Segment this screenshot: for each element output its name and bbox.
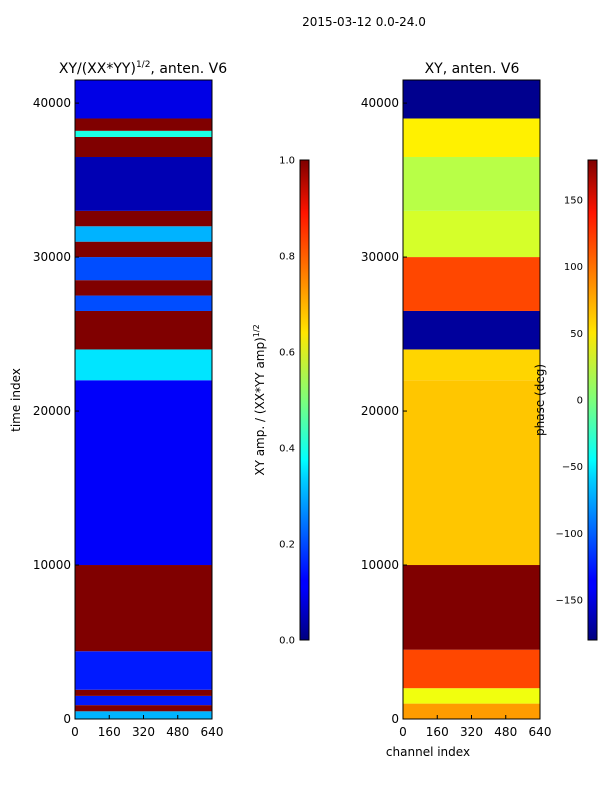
phase-colorbar-tick-label: −150 [556,596,583,607]
phase-x-axis: 0 160 320 480 640 [399,715,551,739]
amplitude-band [75,380,212,566]
phase-band [403,257,540,311]
amplitude-band [75,210,212,227]
amplitude-colorbar-label-exponent: 1/2 [252,324,261,337]
amplitude-band [75,349,212,381]
phase-y-tick-label: 30000 [361,250,399,264]
phase-colorbar-tick-label: −100 [556,529,583,540]
amplitude-title-main: XY/(XX*YY) [59,61,136,77]
phase-band [403,310,540,350]
phase-x-tick-label: 160 [426,725,449,739]
amplitude-title-antenna: , anten. V6 [150,61,227,77]
phase-band [403,80,540,119]
phase-band [403,210,540,258]
phase-colorbar-tick-label: 100 [564,262,583,273]
amplitude-heatmap [75,80,212,719]
phase-band [403,565,540,650]
amplitude-x-tick-label: 0 [71,725,79,739]
phase-band [403,649,540,689]
amplitude-panel: XY/(XX*YY)1/2, anten. V6 0 160 320 480 640 0… [9,60,310,739]
phase-x-tick-label: 320 [460,725,483,739]
amplitude-colorbar-tick-label: 0.4 [279,444,295,455]
phase-y-tick-label: 0 [391,712,399,726]
phase-x-tick-label: 640 [529,725,552,739]
amplitude-band [75,280,212,296]
phase-band [403,156,540,211]
amplitude-colorbar-tick-label: 0.6 [279,348,295,359]
amplitude-colorbar-ticks: 0.0 0.2 0.4 0.6 0.8 1.0 [279,156,295,647]
amplitude-y-label: time index [9,368,23,432]
amplitude-colorbar-tick-label: 0.0 [279,636,295,647]
phase-panel: XY, anten. V6 0 160 320 480 640 0 10000 20000 3… [361,61,598,759]
amplitude-title: XY/(XX*YY)1/2, anten. V6 [59,60,227,77]
phase-x-tick-label: 480 [494,725,517,739]
phase-colorbar-tick-label: −50 [562,462,583,473]
amplitude-band [75,310,212,350]
amplitude-band [75,565,212,652]
phase-band [403,118,540,157]
amplitude-colorbar-tick-label: 1.0 [279,156,295,167]
phase-title: XY, anten. V6 [425,61,520,77]
phase-x-tick-label: 0 [399,725,407,739]
amplitude-band [75,156,212,211]
phase-colorbar-ticks: −150 −100 −50 0 50 100 150 [556,196,583,607]
phase-y-tick-label: 10000 [361,558,399,572]
amplitude-band [75,241,212,258]
phase-band [403,380,540,566]
amplitude-band [75,689,212,696]
amplitude-y-tick-label: 30000 [33,250,71,264]
phase-colorbar-tick-label: 50 [570,329,583,340]
amplitude-colorbar-tick-label: 0.2 [279,540,295,551]
amplitude-band [75,118,212,131]
amplitude-y-axis: 0 10000 20000 30000 40000 [33,96,79,726]
amplitude-x-tick-label: 640 [201,725,224,739]
amplitude-y-tick-label: 0 [63,712,71,726]
amplitude-colorbar-label-main: XY amp. / (XX*YY amp) [253,337,267,475]
amplitude-x-tick-label: 160 [98,725,121,739]
figure-title: 2015-03-12 0.0-24.0 [302,15,426,29]
amplitude-colorbar [299,159,310,641]
amplitude-band [75,695,212,706]
amplitude-band [75,295,212,311]
phase-y-axis: 0 10000 20000 30000 40000 [361,96,407,726]
amplitude-band [75,80,212,119]
amplitude-band [75,705,212,712]
amplitude-band [75,136,212,157]
phase-colorbar-tick-label: 0 [577,396,583,407]
phase-band [403,349,540,381]
amplitude-x-tick-label: 320 [132,725,155,739]
amplitude-band [75,257,212,281]
amplitude-x-axis: 0 160 320 480 640 [71,715,223,739]
amplitude-y-tick-label: 10000 [33,558,71,572]
amplitude-x-tick-label: 480 [166,725,189,739]
phase-y-tick-label: 20000 [361,404,399,418]
amplitude-colorbar-tick-label: 0.8 [279,252,295,263]
phase-y-tick-label: 40000 [361,96,399,110]
phase-colorbar-tick-label: 150 [564,196,583,207]
amplitude-colorbar-label: XY amp. / (XX*YY amp)1/2 [252,324,267,475]
amplitude-title-exponent: 1/2 [136,60,150,70]
amplitude-y-tick-label: 20000 [33,404,71,418]
amplitude-band [75,651,212,690]
amplitude-band [75,226,212,242]
phase-colorbar [587,159,598,641]
amplitude-y-tick-label: 40000 [33,96,71,110]
amplitude-band [75,130,212,137]
phase-x-label: channel index [386,745,470,759]
phase-band [403,688,540,704]
phase-heatmap [403,80,540,719]
phase-colorbar-label: phase (deg) [533,364,547,436]
